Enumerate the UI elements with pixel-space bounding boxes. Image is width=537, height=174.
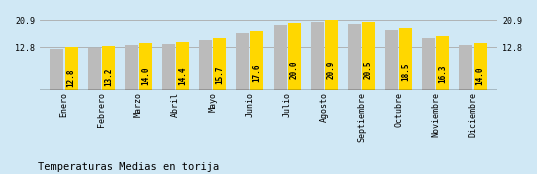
Text: 20.5: 20.5 [364,60,373,79]
Text: 13.2: 13.2 [104,68,113,86]
Bar [176,42,189,90]
Bar [50,49,63,90]
Bar [250,31,264,90]
Text: Temperaturas Medias en torija: Temperaturas Medias en torija [38,162,219,172]
Bar [236,33,249,90]
Text: 12.8: 12.8 [67,68,76,87]
Bar [460,45,473,90]
Text: 20.9: 20.9 [327,60,336,78]
Bar [325,20,338,90]
Bar [399,28,412,90]
Bar [64,48,77,90]
Bar [362,22,375,90]
Bar [288,23,301,90]
Text: 20.0: 20.0 [289,61,299,79]
Bar [162,44,175,90]
Text: 14.0: 14.0 [476,67,484,85]
Text: 17.6: 17.6 [252,63,262,82]
Bar [273,25,287,90]
Bar [139,44,152,90]
Bar [311,22,324,90]
Text: 15.7: 15.7 [215,65,224,84]
Bar [88,48,100,90]
Text: 14.4: 14.4 [178,66,187,85]
Bar [385,30,398,90]
Bar [437,36,449,90]
Bar [213,38,226,90]
Text: 18.5: 18.5 [401,62,410,81]
Bar [474,44,487,90]
Bar [101,46,115,90]
Bar [199,40,212,90]
Text: 16.3: 16.3 [438,65,447,83]
Bar [422,38,436,90]
Text: 14.0: 14.0 [141,67,150,85]
Bar [348,24,361,90]
Bar [125,45,138,90]
